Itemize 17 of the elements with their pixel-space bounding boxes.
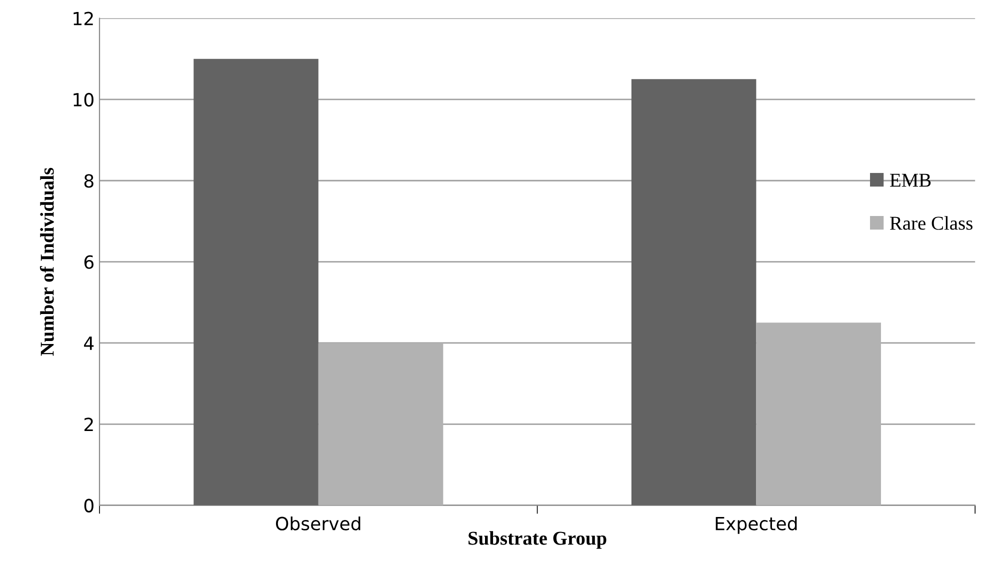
bar (318, 342, 444, 506)
legend-label: EMB (890, 174, 931, 187)
x-tick-label: Expected (716, 516, 797, 534)
x-axis-title: Substrate Group (468, 531, 606, 549)
y-axis-title: Number of Individuals (40, 168, 54, 356)
bar (631, 79, 756, 506)
legend-label: Rare Class (890, 216, 972, 230)
y-tick-label: 4 (84, 336, 94, 350)
y-tick-label: 2 (84, 418, 93, 432)
y-tick-label: 0 (84, 498, 94, 512)
bar (194, 58, 318, 506)
y-tick-label: 6 (84, 255, 94, 269)
bar (756, 322, 881, 506)
x-tick-label: Observed (276, 516, 360, 530)
y-tick-label: 8 (84, 174, 94, 188)
y-tick-label: 10 (74, 92, 94, 107)
y-tick-label: 12 (74, 12, 93, 26)
